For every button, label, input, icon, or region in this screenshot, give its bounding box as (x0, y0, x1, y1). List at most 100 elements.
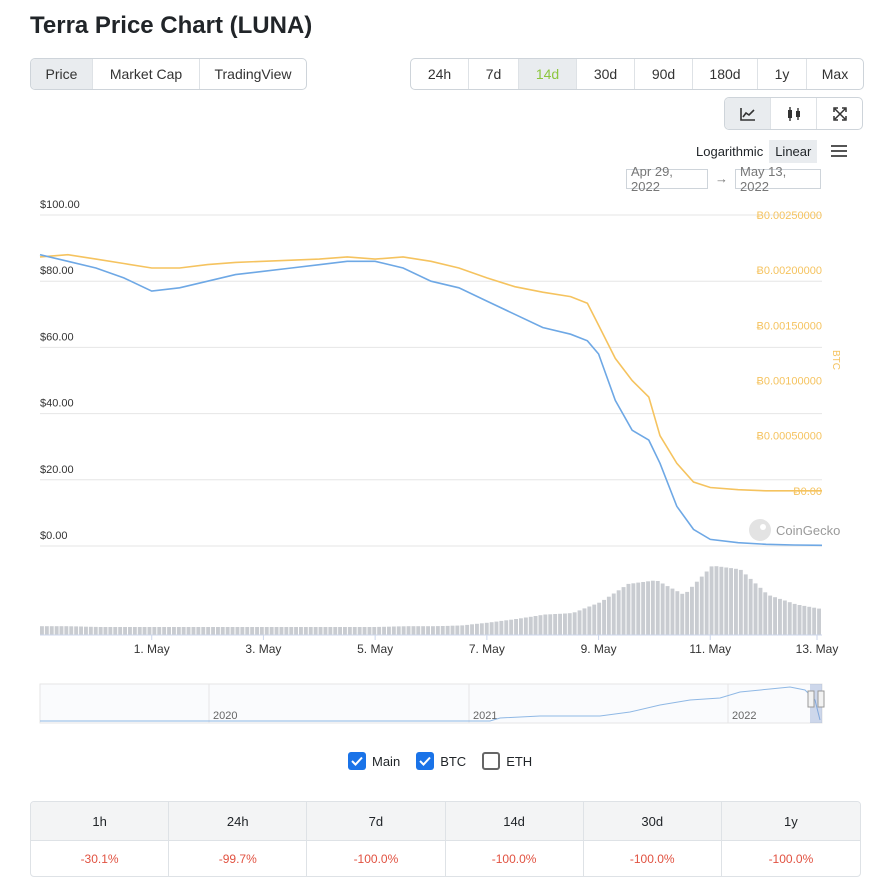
volume-bar (778, 598, 782, 635)
volume-bar (123, 627, 127, 635)
volume-bar (758, 587, 763, 635)
volume-bar (421, 626, 426, 635)
volume-bar (445, 625, 450, 635)
volume-bar (455, 625, 460, 635)
y-right-axis-label: BTC (830, 350, 841, 370)
volume-bar (264, 627, 269, 635)
volume-bar (255, 627, 259, 635)
range-tab-90d[interactable]: 90d (635, 59, 693, 89)
volume-bar (343, 627, 347, 635)
menu-icon[interactable] (830, 144, 848, 158)
range-tab-7d[interactable]: 7d (469, 59, 519, 89)
legend-item-btc[interactable]: BTC (416, 752, 466, 770)
navigator-year-label: 2022 (732, 710, 756, 722)
series-legend: Main BTC ETH (348, 752, 548, 770)
volume-bar (611, 593, 616, 635)
fullscreen-button[interactable] (817, 98, 862, 129)
volume-bar (152, 627, 157, 635)
volume-bar (225, 627, 230, 635)
volume-bar (411, 626, 416, 635)
perf-value: -100.0% (584, 841, 722, 876)
volume-bar (670, 588, 675, 635)
volume-bar (103, 627, 108, 635)
type-tab-tradingview[interactable]: TradingView (214, 66, 292, 82)
volume-bar (641, 582, 646, 635)
y-left-tick-label: $20.00 (40, 464, 74, 476)
volume-bar (519, 618, 523, 635)
volume-bar (176, 627, 181, 635)
volume-bar (621, 587, 626, 635)
volume-bar (372, 627, 377, 635)
y-right-tick-label: Ƀ0.00050000 (757, 431, 822, 443)
date-from-input[interactable]: Apr 29, 2022 (626, 164, 708, 194)
legend-item-eth[interactable]: ETH (482, 752, 532, 770)
line-chart-button[interactable] (725, 98, 771, 129)
main-checkbox[interactable] (348, 752, 366, 770)
volume-bar (665, 586, 670, 635)
legend-item-main[interactable]: Main (348, 752, 400, 770)
volume-bar (240, 627, 245, 635)
check-icon (419, 756, 431, 766)
volume-bar (113, 627, 118, 635)
volume-bar (142, 627, 147, 635)
range-tab-1y[interactable]: 1y (758, 59, 807, 89)
volume-bar (597, 602, 602, 635)
volume-bar (333, 627, 338, 635)
volume-bar (435, 626, 440, 635)
perf-value: -100.0% (768, 851, 814, 866)
volume-bar (734, 568, 738, 635)
volume-bar (318, 627, 323, 635)
type-tab-price[interactable]: Price (31, 59, 93, 89)
volume-bar (558, 613, 562, 635)
logarithmic-option[interactable]: Logarithmic (696, 144, 764, 159)
range-tab-180d[interactable]: 180d (693, 59, 758, 89)
volume-bar (782, 600, 787, 635)
volume-bar (54, 626, 59, 635)
navigator-frame (39, 683, 823, 724)
volume-bar (362, 627, 367, 635)
volume-bar (357, 627, 362, 635)
volume-bar (206, 627, 211, 635)
volume-bar (137, 627, 142, 635)
legend-label: ETH (506, 753, 533, 769)
expand-icon (832, 106, 847, 121)
x-tick-label: 5. May (357, 642, 393, 656)
y-right-tick-label: Ƀ0.00200000 (757, 265, 822, 277)
volume-bar (250, 627, 255, 635)
volume-bar (719, 566, 724, 635)
date-to-input[interactable]: May 13, 2022 (735, 164, 821, 194)
volume-bar (352, 627, 357, 635)
range-tab-14d[interactable]: 14d (519, 59, 577, 89)
range-tab-24h[interactable]: 24h (411, 59, 469, 89)
eth-checkbox[interactable] (482, 752, 501, 770)
range-tab-30d[interactable]: 30d (577, 59, 635, 89)
candlestick-button[interactable] (771, 98, 817, 129)
volume-bars (40, 566, 821, 636)
type-tab-market-cap[interactable]: Market Cap (93, 59, 200, 89)
volume-bar (577, 610, 582, 635)
volume-bar (699, 576, 704, 635)
main-series-line (39, 253, 823, 547)
volume-bar (98, 627, 103, 635)
line-chart-icon (739, 107, 755, 121)
perf-value: -100.0% (307, 841, 446, 876)
chart-mode-tabs (724, 97, 863, 130)
volume-bar (406, 626, 411, 635)
volume-bar (108, 627, 113, 635)
navigator-year-label: 2020 (213, 710, 237, 722)
chart-type-tabs: Price Market Cap TradingView (30, 58, 307, 90)
volume-bar (489, 622, 494, 635)
volume-bar (74, 626, 79, 635)
perf-value: -99.7% (169, 841, 308, 876)
volume-bar (426, 626, 430, 635)
linear-option[interactable]: Linear (769, 140, 818, 163)
volume-bar (323, 627, 328, 635)
volume-bar (812, 607, 817, 635)
volume-bar (509, 619, 514, 635)
volume-bar (347, 627, 352, 635)
range-tab-max[interactable]: Max (821, 66, 849, 82)
coingecko-logo-eye (760, 524, 766, 530)
navigator-series-line (40, 686, 821, 722)
volume-bar (484, 622, 489, 635)
btc-checkbox[interactable] (416, 752, 435, 770)
